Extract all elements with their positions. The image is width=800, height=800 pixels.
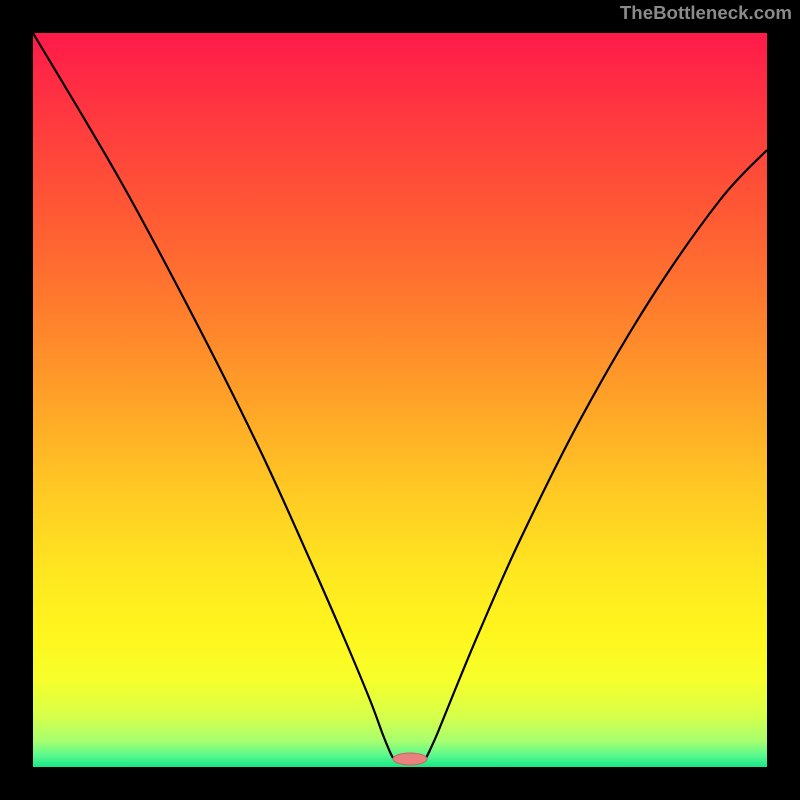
minimum-marker <box>393 753 427 765</box>
plot-gradient-area <box>33 33 767 767</box>
chart-stage: TheBottleneck.com <box>0 0 800 800</box>
chart-svg <box>0 0 800 800</box>
watermark-text: TheBottleneck.com <box>620 2 792 24</box>
